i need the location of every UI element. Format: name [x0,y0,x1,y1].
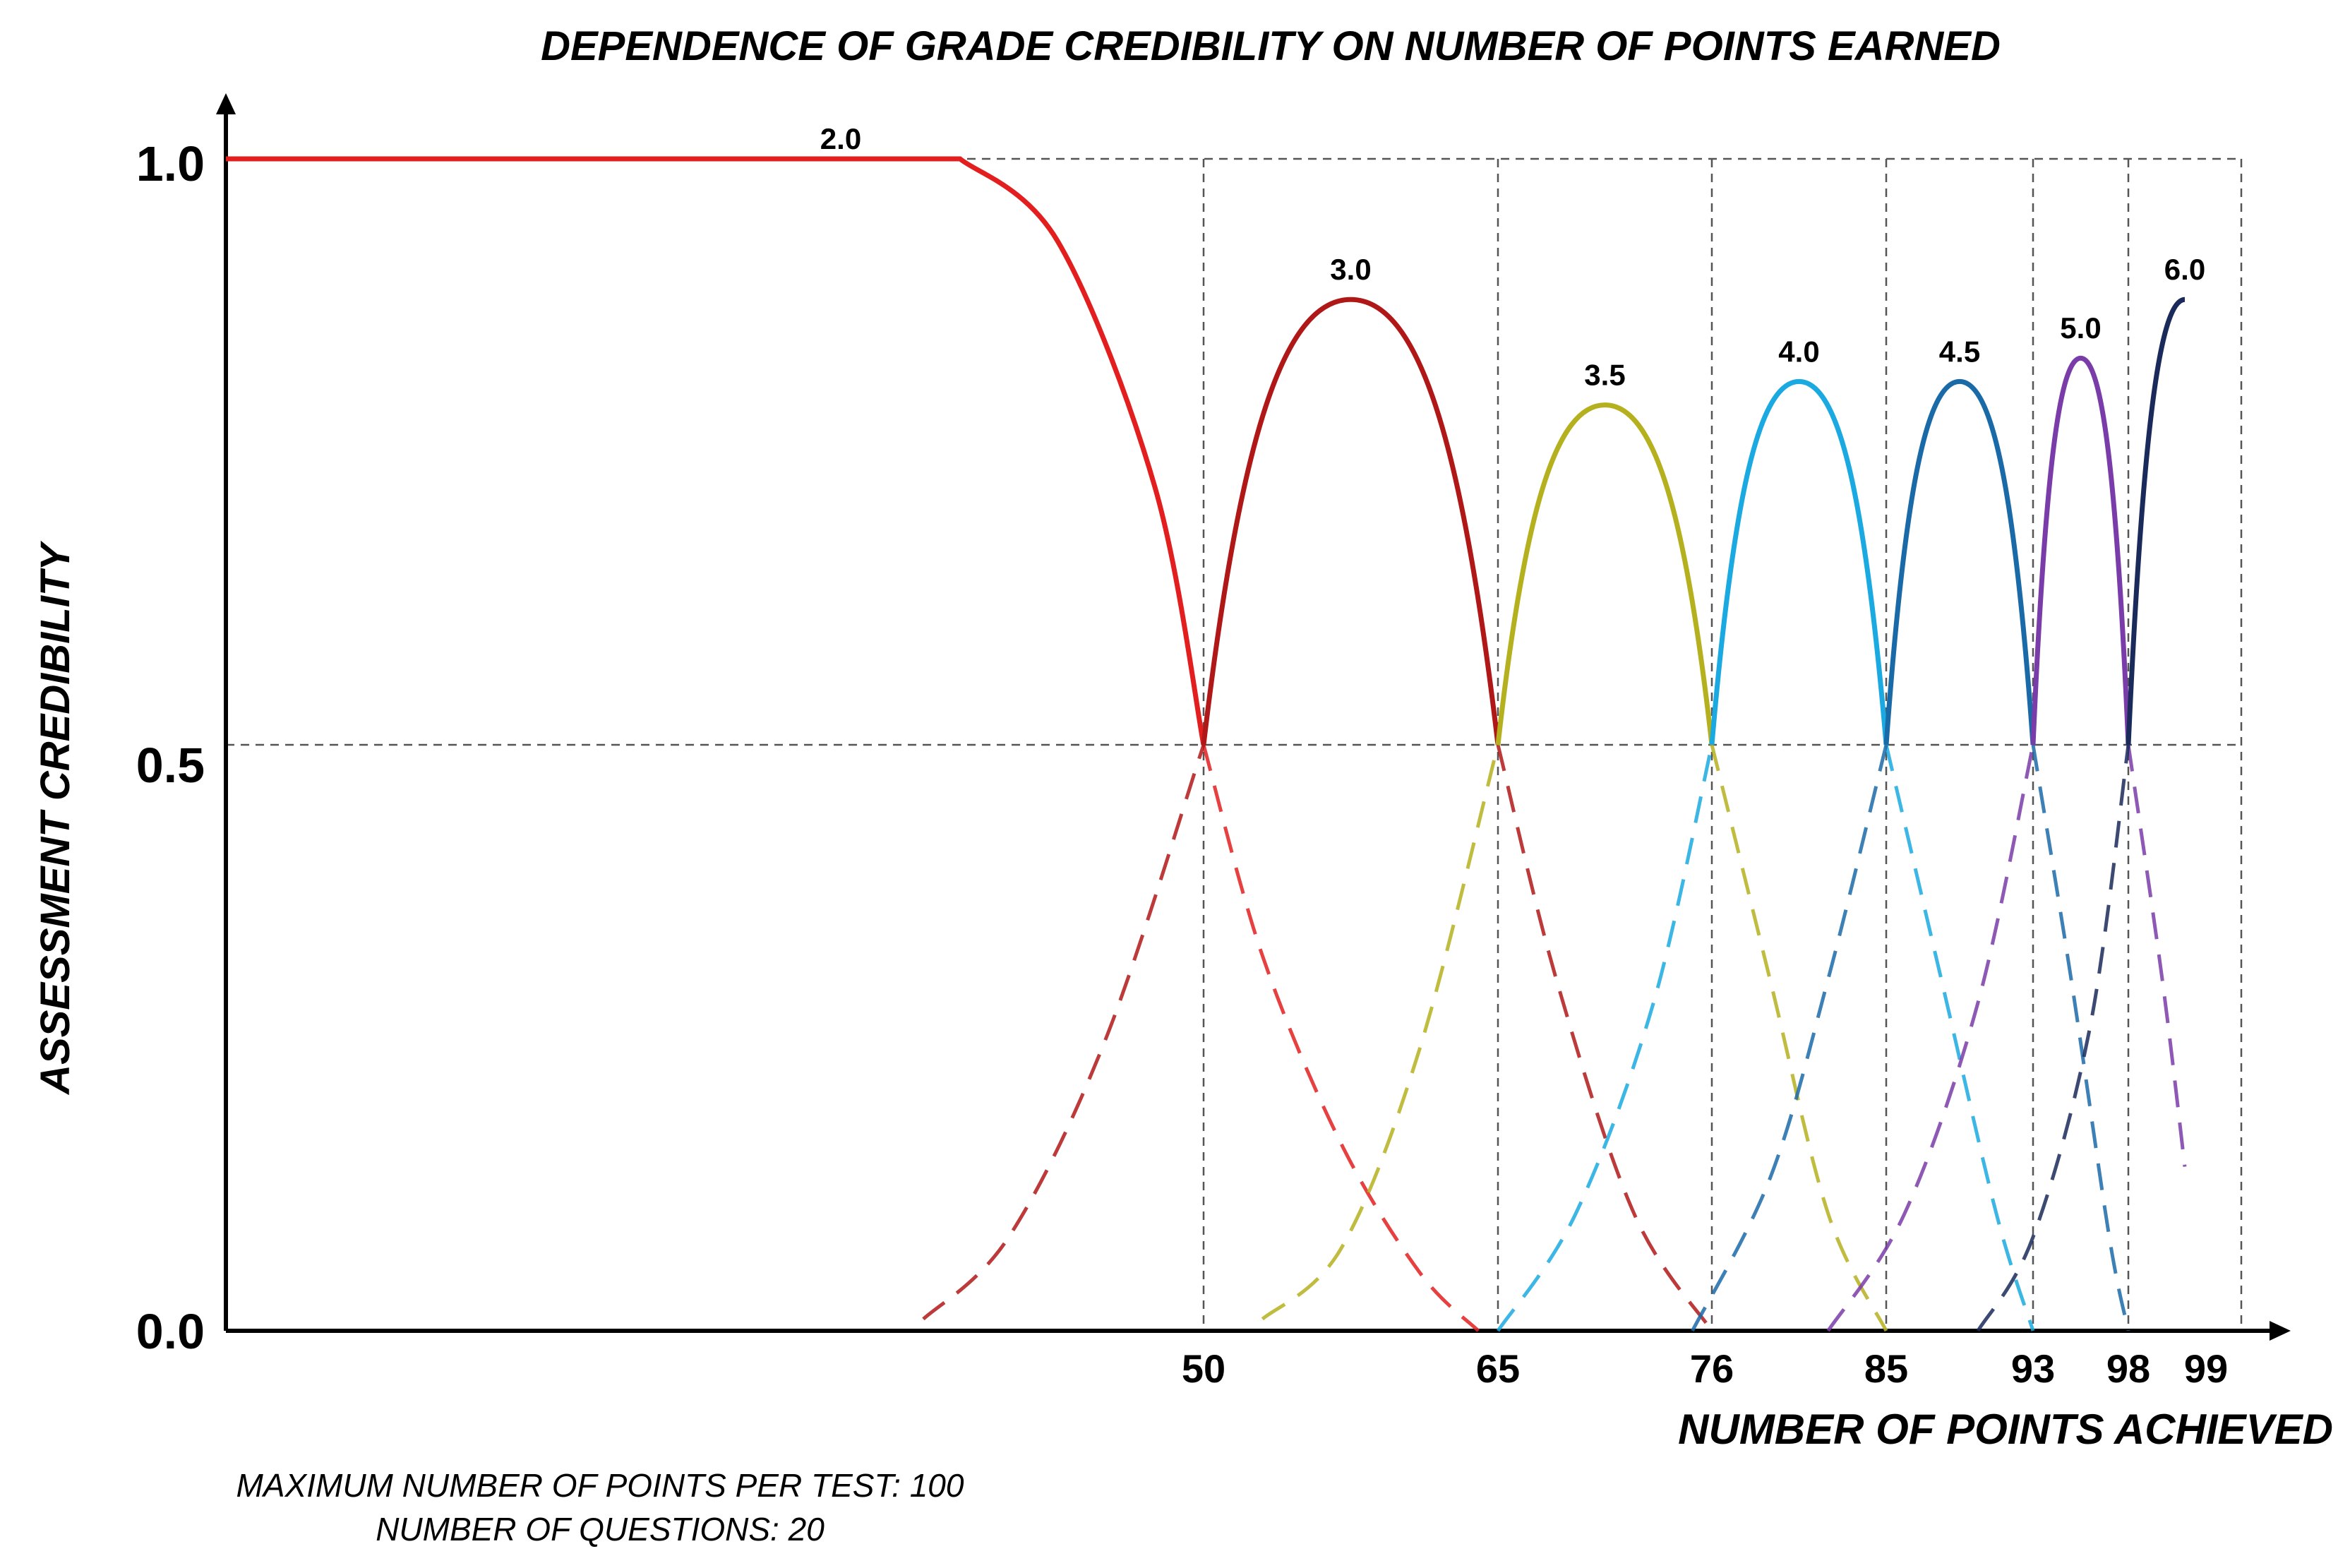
curves [226,156,2187,1332]
series-4-0-solid [1709,378,1889,746]
y-axis-arrow [216,93,236,114]
x-tick-99: 99 [2184,1346,2228,1391]
max-points-note: MAXIMUM NUMBER OF POINTS PER TEST: 100 [236,1467,964,1504]
peak-label-3-0: 3.0 [1330,253,1371,286]
peak-label-3-5: 3.5 [1584,359,1625,392]
series-3-0-dashed-left [922,744,1206,1321]
chart-title: DEPENDENCE OF GRADE CREDIBILITY ON NUMBE… [541,23,2001,69]
x-tick-76: 76 [1690,1346,1734,1391]
series-4-5-dashed-left [1691,744,1888,1332]
series-4-5-solid [1883,378,2036,746]
series-3-5-dashed-right [1710,744,1888,1332]
series-2-0-dashed [1201,744,1480,1332]
series-5-0-dashed-left [1826,744,2035,1332]
peak-label-4-5: 4.5 [1939,335,1980,368]
x-tick-50: 50 [1182,1346,1225,1391]
x-tick-65: 65 [1476,1346,1520,1391]
peak-label-2-0: 2.0 [820,122,861,155]
y-tick-1-0: 1.0 [136,136,205,191]
series-4-5-dashed-right [2031,744,2130,1331]
peak-labels: 2.0 3.0 3.5 4.0 4.5 5.0 6.0 [820,122,2205,392]
peak-label-6-0: 6.0 [2164,253,2205,286]
peak-label-4-0: 4.0 [1778,335,1819,368]
series-2-0-solid [226,156,1206,746]
x-tick-93: 93 [2011,1346,2055,1391]
y-tick-0-5: 0.5 [136,738,205,793]
y-axis-label: ASSESSMENT CREDIBILITY [32,540,78,1096]
y-tick-0-0: 0.0 [136,1304,205,1359]
series-5-0-dashed-right [2126,744,2187,1167]
x-tick-85: 85 [1864,1346,1908,1391]
peak-label-5-0: 5.0 [2060,311,2101,345]
series-5-0-solid [2030,355,2131,746]
series-3-5-solid [1495,402,1715,746]
series-6-0-solid [2126,297,2186,746]
series-4-0-dashed-right [1884,744,2035,1331]
questions-note: NUMBER OF QUESTIONS: 20 [376,1511,825,1548]
x-axis-arrow [2270,1321,2291,1341]
series-3-5-dashed-left [1261,744,1500,1321]
x-axis-label: NUMBER OF POINTS ACHIEVED [1678,1406,2333,1453]
series-3-0-solid [1201,297,1501,746]
series-6-0-dashed-left [1976,744,2130,1332]
series-4-0-dashed-left [1496,744,1714,1332]
series-3-0-dashed-right [1496,744,1714,1332]
x-tick-98: 98 [2106,1346,2150,1391]
